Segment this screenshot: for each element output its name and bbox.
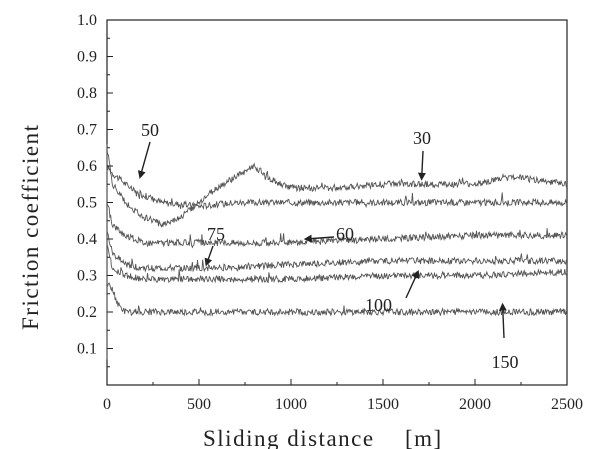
annotation-arrow-60 [303,234,335,243]
y-axis-title: Friction coefficient [18,124,43,331]
annotation-arrow-75 [204,245,214,267]
series-line-30 [106,150,568,228]
y-tick-label: 0.7 [77,122,97,139]
x-axis-title: Sliding distance [203,426,375,449]
annotation-label-75: 75 [207,224,225,244]
series-line-60 [106,203,568,249]
annotation-label-30: 30 [413,128,431,148]
y-tick-label: 0.3 [77,268,97,285]
x-tick-label: 1500 [367,396,399,413]
y-tick-label: 0.5 [77,195,97,212]
y-tick-label: 0.6 [77,158,97,175]
annotation-layer: 50 30 75 60 100 150 [137,120,519,372]
annotation-arrow-100 [405,270,420,299]
annotation-arrow-150 [498,302,507,339]
y-tick-label: 0.1 [77,341,97,358]
y-tick-label: 0.9 [77,49,97,66]
series-line-150 [107,282,568,317]
y-tick-label: 0.4 [77,231,97,248]
series-line-50 [106,163,568,211]
annotation-arrow-50 [137,141,151,179]
annotation-label-150: 150 [492,352,519,372]
annotation-label-50: 50 [141,120,159,140]
y-tick-label: 0.2 [77,304,97,321]
x-tick-label: 500 [187,396,211,413]
annotation-label-100: 100 [365,295,392,315]
x-axis-unit: [m] [405,426,443,449]
ticks-layer: 0 500 1000 1500 2000 2500 0.1 0.2 0.3 0.4 0.5 0.6 0.… [77,12,583,413]
annotation-arrow-30 [417,150,426,181]
x-tick-label: 2000 [459,396,491,413]
series-layer [106,144,568,360]
y-tick-label: 0.8 [77,85,97,102]
x-tick-label: 1000 [275,396,307,413]
y-tick-label: 1.0 [77,12,97,29]
x-tick-label: 0 [103,396,111,413]
series-line-75 [106,231,568,273]
annotation-label-60: 60 [336,224,354,244]
x-tick-label: 2500 [551,396,583,413]
series-line-100 [106,244,568,284]
